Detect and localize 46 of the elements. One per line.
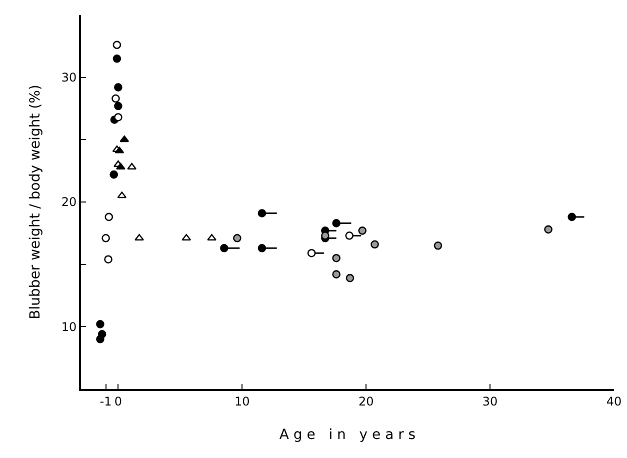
point	[112, 40, 122, 50]
x-tick-label: 20	[358, 394, 374, 408]
point	[120, 136, 130, 142]
x-axis-title: A g e i n y e a r s	[279, 427, 416, 444]
y-tick-label: 10	[61, 320, 77, 334]
point	[434, 241, 442, 250]
x-tick-label: 30	[482, 394, 498, 408]
point	[358, 226, 367, 235]
point	[114, 83, 122, 92]
point	[116, 162, 126, 170]
point	[110, 170, 118, 179]
point	[258, 244, 266, 252]
point	[96, 320, 104, 328]
point	[104, 255, 112, 264]
y-tick-label: 20	[61, 195, 77, 210]
point	[207, 234, 216, 241]
x-tick-label: 40	[606, 394, 622, 408]
point	[114, 102, 122, 110]
x-tick-label: 0	[114, 394, 122, 408]
point	[233, 234, 242, 242]
point	[544, 225, 552, 234]
point	[112, 54, 122, 63]
x-tick-label: 10	[234, 394, 250, 408]
x-tick-label: -1	[100, 394, 112, 408]
point	[332, 219, 340, 228]
point	[568, 212, 576, 222]
point	[102, 234, 110, 242]
point	[258, 209, 266, 218]
point	[96, 334, 104, 344]
point	[114, 146, 124, 154]
point	[332, 270, 340, 278]
point	[117, 192, 127, 198]
point	[345, 232, 354, 240]
point	[112, 94, 120, 103]
point	[346, 274, 354, 282]
point	[114, 113, 122, 122]
y-axis-title: Blubber weight / body weight (%)	[27, 84, 44, 320]
y-tick-label: 30	[61, 70, 77, 85]
point	[220, 244, 228, 252]
point	[332, 254, 340, 262]
point	[307, 248, 316, 258]
point	[104, 212, 114, 222]
point	[182, 234, 192, 241]
point	[127, 162, 137, 170]
point	[370, 240, 379, 249]
point	[134, 234, 144, 241]
